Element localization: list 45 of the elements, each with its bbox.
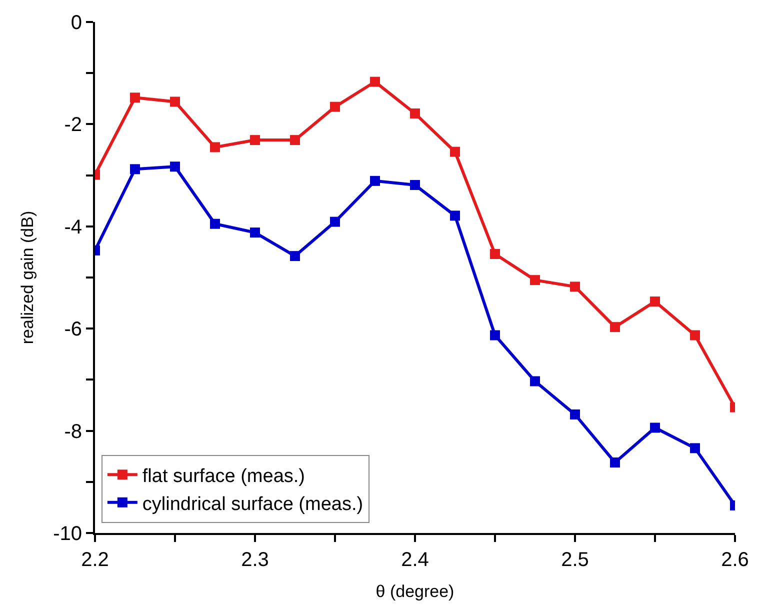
point xyxy=(250,228,260,238)
point xyxy=(370,76,380,87)
point xyxy=(290,251,300,262)
point xyxy=(530,376,540,386)
legend-label: cylindrical surface (meas.) xyxy=(142,494,364,515)
legend-label: flat surface (meas.) xyxy=(142,466,306,488)
x-tick-label: 2.3 xyxy=(241,549,269,571)
y-tick-label: -10 xyxy=(53,523,82,545)
point xyxy=(330,216,340,227)
y-tick-label: -8 xyxy=(64,420,82,443)
point xyxy=(210,218,220,229)
point xyxy=(490,248,500,259)
point xyxy=(610,322,620,332)
point xyxy=(410,180,420,190)
point xyxy=(370,176,380,186)
point xyxy=(250,135,260,146)
point xyxy=(210,142,220,152)
point xyxy=(690,443,700,454)
y-tick-label: -2 xyxy=(64,114,82,136)
x-tick-label: 2.4 xyxy=(401,549,429,571)
y-tick-label: -4 xyxy=(64,216,82,238)
point xyxy=(450,210,460,221)
point xyxy=(450,146,460,157)
x-axis-title: θ (degree) xyxy=(376,582,454,601)
x-tick-label: 2.5 xyxy=(561,549,589,571)
y-tick-label: 0 xyxy=(70,12,82,34)
point xyxy=(610,457,620,468)
point xyxy=(490,330,500,340)
point xyxy=(130,92,140,103)
point xyxy=(130,164,140,174)
point xyxy=(570,409,580,420)
x-tick-label: 2.2 xyxy=(81,549,109,571)
point xyxy=(330,102,340,112)
x-tick-label: 2.6 xyxy=(721,549,749,571)
point xyxy=(530,275,540,286)
y-tick-label: -6 xyxy=(64,318,82,341)
point xyxy=(410,108,420,118)
point xyxy=(170,96,180,107)
point xyxy=(690,330,700,340)
y-axis-title: realized gain (dB) xyxy=(18,210,38,344)
point xyxy=(290,135,300,146)
point xyxy=(650,296,660,307)
point xyxy=(170,162,180,172)
point xyxy=(650,422,660,433)
point xyxy=(570,282,580,292)
